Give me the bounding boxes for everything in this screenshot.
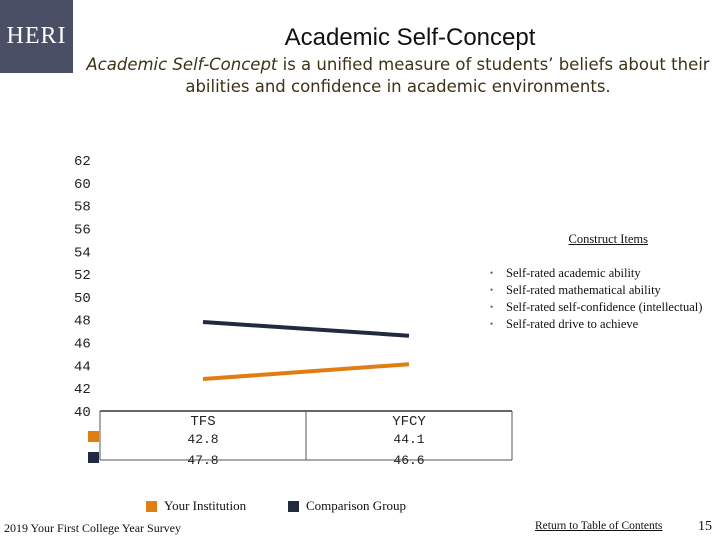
page-title: Academic Self-Concept	[284, 24, 536, 51]
construct-items-box: Construct Items Self-rated academic abil…	[488, 232, 708, 333]
y-tick-label: 44	[74, 359, 91, 375]
data-table-value: 46.6	[393, 453, 424, 468]
page-number: 15	[698, 519, 712, 534]
survey-name: 2019 Your First College Year Survey	[4, 521, 182, 535]
series-line-comparison-group	[202, 320, 410, 338]
data-table-value: 44.1	[393, 432, 424, 447]
y-tick-label: 58	[74, 200, 91, 216]
y-tick-label: 50	[74, 291, 91, 307]
y-tick-label: 62	[74, 154, 91, 170]
legend-swatch	[288, 500, 299, 512]
legend-item-your-institution: Your Institution	[146, 498, 246, 514]
category-label: TFS	[190, 414, 215, 430]
construct-item: Self-rated mathematical ability	[488, 282, 708, 299]
y-tick-label: 52	[74, 268, 91, 284]
legend-label: Comparison Group	[306, 498, 407, 513]
construct-list: Self-rated academic ability Self-rated m…	[488, 265, 708, 333]
construct-item: Self-rated drive to achieve	[488, 316, 708, 333]
subtitle-text: is a unified measure of students’ belief…	[185, 55, 710, 96]
data-table-value: 47.8	[187, 453, 218, 468]
legend-label: Your Institution	[164, 498, 247, 513]
y-tick-label: 54	[74, 245, 91, 261]
heri-logo: HERI	[0, 0, 73, 73]
construct-item: Self-rated academic ability	[488, 265, 708, 282]
construct-title: Construct Items	[568, 232, 648, 246]
legend-item-comparison-group: Comparison Group	[288, 498, 406, 514]
data-table-value: 42.8	[187, 432, 218, 447]
y-tick-label: 42	[74, 382, 91, 398]
series-line-your-institution	[202, 362, 410, 382]
y-tick-label: 60	[74, 177, 91, 193]
table-legend-key	[88, 452, 99, 463]
y-tick-label: 48	[74, 314, 91, 330]
table-of-contents-link[interactable]: Return to Table of Contents	[535, 520, 663, 532]
legend-swatch	[146, 500, 157, 512]
page-subtitle: Academic Self-Concept is a unified measu…	[78, 54, 718, 98]
table-legend-key	[88, 431, 99, 442]
y-tick-label: 40	[74, 405, 91, 421]
subtitle-emphasis: Academic Self-Concept	[86, 55, 278, 74]
y-tick-label: 56	[74, 222, 91, 238]
construct-item: Self-rated self-confidence (intellectual…	[488, 299, 708, 316]
category-label: YFCY	[392, 414, 426, 430]
y-tick-label: 46	[74, 337, 91, 353]
